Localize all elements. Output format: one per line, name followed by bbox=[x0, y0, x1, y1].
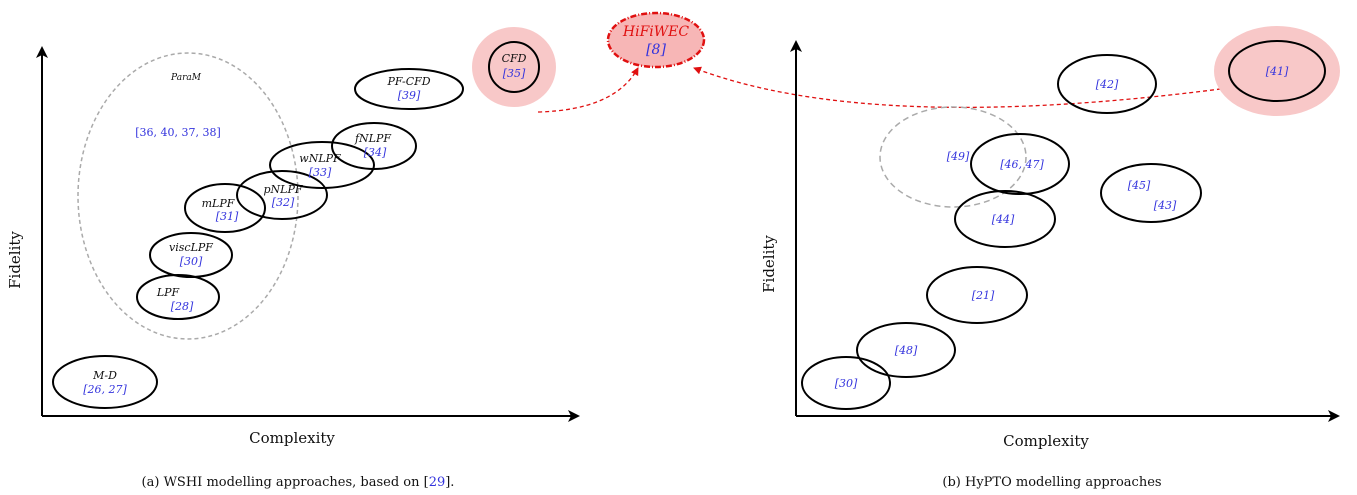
svg-text:HiFiWEC: HiFiWEC bbox=[622, 24, 689, 40]
node-46-47: [46, 47] bbox=[970, 133, 1070, 195]
arrow-41-to-hifiwec bbox=[693, 66, 1229, 109]
svg-text:[33]: [33] bbox=[309, 166, 332, 179]
cfd-highlight bbox=[472, 27, 556, 107]
svg-text:[41]: [41] bbox=[1266, 65, 1289, 78]
node-49-ellipse bbox=[879, 106, 1027, 208]
panel-a-y-label: Fidelity bbox=[6, 231, 24, 289]
node-44: [44] bbox=[954, 190, 1056, 248]
svg-text:pNLPF: pNLPF bbox=[263, 183, 302, 196]
svg-text:[46, 47]: [46, 47] bbox=[1000, 158, 1044, 171]
node-pfcfd: PF-CFD [39] bbox=[354, 68, 464, 110]
svg-text:viscLPF: viscLPF bbox=[169, 241, 213, 254]
node-30: [30] bbox=[801, 356, 891, 410]
node-cfd: CFD [35] bbox=[488, 41, 540, 93]
svg-text:[44]: [44] bbox=[992, 213, 1015, 226]
arrow-cfd-to-hifiwec bbox=[537, 67, 639, 113]
panel-b-y-label: Fidelity bbox=[760, 235, 778, 293]
svg-text:M-D: M-D bbox=[92, 369, 117, 382]
svg-text:CFD: CFD bbox=[502, 52, 527, 65]
panel-a: Complexity Fidelity ParaM [36, 40, 37, 3… bbox=[6, 27, 580, 490]
svg-text:[30]: [30] bbox=[835, 377, 858, 390]
hifiwec-node: HiFiWEC [8] bbox=[606, 11, 706, 69]
svg-text:[31]: [31] bbox=[216, 210, 239, 223]
node-fnlpf: fNLPF [34] bbox=[331, 122, 417, 170]
svg-text:[32]: [32] bbox=[272, 196, 295, 209]
param-group-refs: [36, 40, 37, 38] bbox=[135, 126, 221, 139]
svg-text:LPF: LPF bbox=[156, 286, 180, 299]
node-21: [21] bbox=[926, 266, 1028, 324]
panel-b-x-label: Complexity bbox=[1003, 432, 1089, 450]
panel-b: Complexity Fidelity [49] [30] [48] [21] … bbox=[760, 26, 1340, 490]
svg-text:fNLPF: fNLPF bbox=[354, 132, 391, 145]
svg-text:wNLPF: wNLPF bbox=[299, 152, 341, 165]
svg-text:[8]: [8] bbox=[646, 42, 666, 58]
node-45-43: [45] [43] bbox=[1100, 163, 1202, 223]
node-42: [42] bbox=[1057, 54, 1157, 114]
node-md: M-D [26, 27] bbox=[52, 355, 158, 409]
svg-text:PF-CFD: PF-CFD bbox=[386, 75, 430, 88]
svg-text:[35]: [35] bbox=[503, 67, 526, 80]
svg-text:[43]: [43] bbox=[1154, 199, 1177, 212]
svg-text:[26, 27]: [26, 27] bbox=[83, 383, 127, 396]
node-visclpf: viscLPF [30] bbox=[149, 232, 233, 278]
panel-a-x-label: Complexity bbox=[249, 429, 335, 447]
panel-a-caption: (a) WSHI modelling approaches, based on … bbox=[142, 475, 455, 490]
svg-text:[30]: [30] bbox=[180, 255, 203, 268]
param-group-label: ParaM bbox=[170, 73, 202, 83]
svg-text:[48]: [48] bbox=[895, 344, 918, 357]
panel-b-caption: (b) HyPTO modelling approaches bbox=[942, 475, 1161, 490]
node-mlpf: mLPF [31] bbox=[184, 183, 266, 233]
node-pnlpf: pNLPF [32] bbox=[236, 170, 328, 220]
node-41: [41] bbox=[1228, 40, 1326, 102]
param-group-ellipse bbox=[77, 52, 299, 340]
node-wnlpf: wNLPF [33] bbox=[269, 141, 375, 189]
node-48: [48] bbox=[856, 322, 956, 378]
svg-text:[34]: [34] bbox=[364, 146, 387, 159]
svg-text:mLPF: mLPF bbox=[202, 197, 235, 210]
svg-text:[21]: [21] bbox=[972, 289, 995, 302]
svg-text:[28]: [28] bbox=[171, 300, 194, 313]
node-lpf: LPF [28] bbox=[136, 274, 220, 320]
node-49-label: [49] bbox=[947, 150, 970, 163]
svg-text:[39]: [39] bbox=[398, 89, 421, 102]
svg-text:[45]: [45] bbox=[1128, 179, 1151, 192]
svg-text:[42]: [42] bbox=[1096, 78, 1119, 91]
